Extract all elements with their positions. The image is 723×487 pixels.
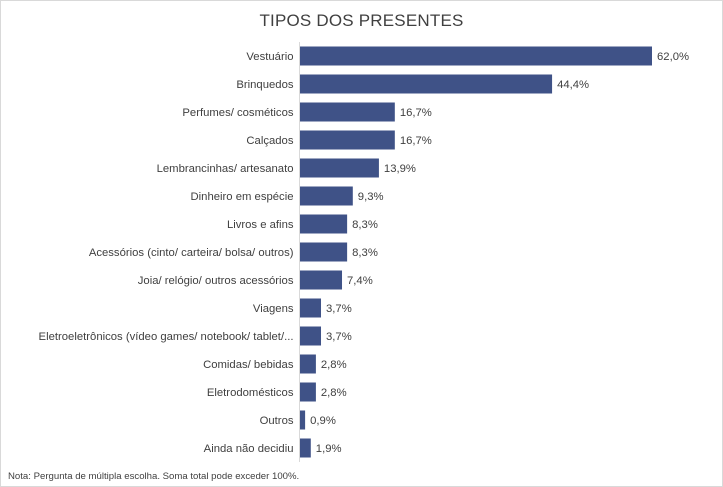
category-label: Ainda não decidiu	[204, 443, 294, 455]
category-label: Eletroeletrônicos (vídeo games/ notebook…	[39, 331, 294, 343]
bar	[300, 410, 306, 430]
data-label: 16,7%	[400, 135, 432, 147]
bar	[300, 242, 348, 262]
category-label: Viagens	[253, 303, 294, 315]
data-label: 3,7%	[326, 303, 352, 315]
bar	[300, 214, 348, 234]
data-label: 44,4%	[557, 79, 589, 91]
category-label: Dinheiro em espécie	[191, 191, 294, 203]
category-label: Acessórios (cinto/ carteira/ bolsa/ outr…	[89, 247, 294, 259]
data-label: 62,0%	[657, 51, 689, 63]
bar	[300, 438, 311, 458]
bar	[300, 298, 322, 318]
bar	[300, 270, 343, 290]
category-label: Perfumes/ cosméticos	[182, 107, 293, 119]
data-label: 2,8%	[321, 359, 347, 371]
category-label: Lembrancinhas/ artesanato	[157, 163, 294, 175]
bar	[300, 158, 379, 178]
bar	[300, 46, 652, 66]
bar	[300, 102, 395, 122]
category-label: Comidas/ bebidas	[203, 359, 294, 371]
category-label: Calçados	[246, 135, 293, 147]
category-label: Vestuário	[246, 51, 293, 63]
category-label: Eletrodomésticos	[207, 387, 294, 399]
data-label: 8,3%	[352, 247, 378, 259]
category-label: Joia/ relógio/ outros acessórios	[138, 275, 294, 287]
bar	[300, 74, 553, 94]
footnote: Nota: Pergunta de múltipla escolha. Soma…	[8, 471, 300, 482]
data-label: 7,4%	[347, 275, 373, 287]
data-label: 2,8%	[321, 387, 347, 399]
category-label: Brinquedos	[236, 79, 294, 91]
category-label: Livros e afins	[227, 219, 294, 231]
bar	[300, 326, 322, 346]
bar	[300, 130, 395, 150]
data-label: 13,9%	[384, 163, 416, 175]
data-label: 0,9%	[310, 415, 336, 427]
bar	[300, 186, 353, 206]
chart-title: TIPOS DOS PRESENTES	[259, 11, 464, 30]
category-label: Outros	[260, 415, 294, 427]
data-label: 3,7%	[326, 331, 352, 343]
data-label: 1,9%	[316, 443, 342, 455]
data-label: 8,3%	[352, 219, 378, 231]
bar	[300, 382, 316, 402]
data-label: 9,3%	[358, 191, 384, 203]
bar	[300, 354, 316, 374]
data-label: 16,7%	[400, 107, 432, 119]
